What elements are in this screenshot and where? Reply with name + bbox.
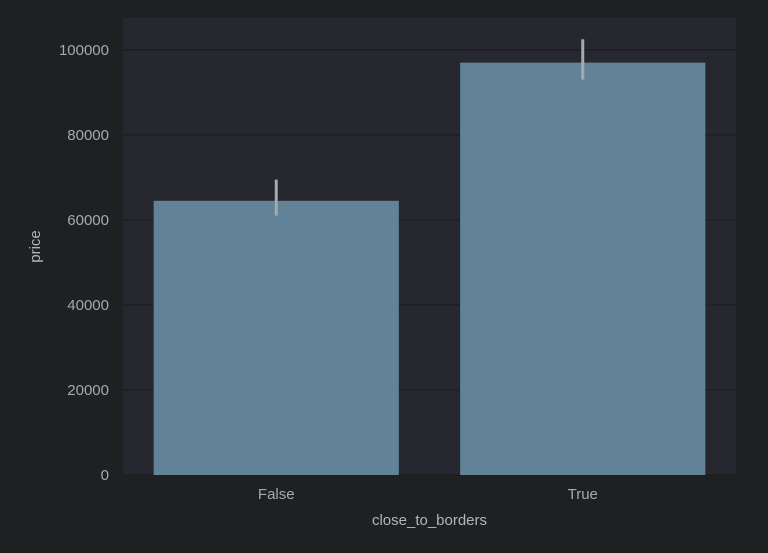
- y-tick-label: 60000: [67, 212, 109, 229]
- y-tick-label: 40000: [67, 297, 109, 314]
- y-tick-label: 100000: [59, 42, 109, 59]
- y-tick-label: 0: [101, 467, 109, 484]
- y-axis-label: price: [27, 230, 44, 263]
- bars: [153, 62, 706, 476]
- bar-true: [460, 62, 706, 476]
- y-tick-label: 80000: [67, 127, 109, 144]
- error-bars: [274, 39, 585, 216]
- y-axis-ticks: 0 20000 40000 60000 80000 100000: [59, 42, 109, 484]
- y-tick-label: 20000: [67, 382, 109, 399]
- x-tick-label: True: [568, 486, 598, 503]
- x-tick-label: False: [258, 486, 295, 503]
- bar-false: [153, 200, 399, 476]
- x-axis-ticks: False True: [258, 486, 598, 503]
- x-axis-label: close_to_borders: [372, 512, 487, 529]
